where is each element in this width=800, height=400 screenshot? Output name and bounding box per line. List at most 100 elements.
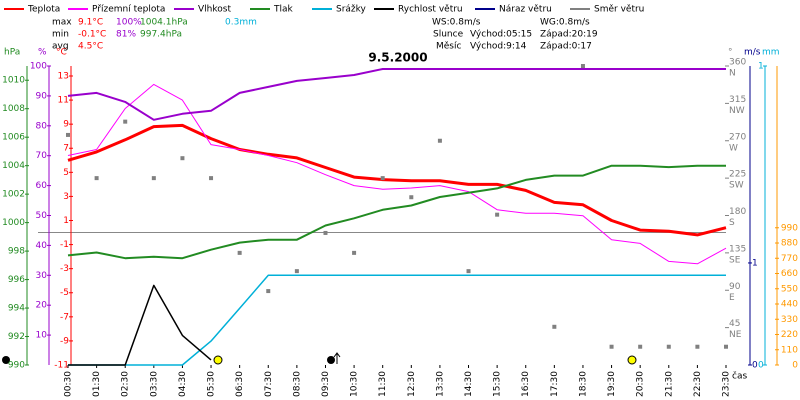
y-tick-label: -3 [60, 264, 69, 274]
y-tick-label: 270 [729, 132, 746, 142]
direction-point [495, 212, 500, 217]
info-moonset: Západ:0:17 [540, 42, 592, 52]
y-tick-label: 11 [58, 96, 69, 106]
direction-point [123, 119, 128, 124]
direction-point [266, 289, 271, 294]
info-wg: WG:0.8m/s [540, 18, 590, 28]
x-tick-label: 18:30 [578, 371, 588, 397]
y-tick-label: -11 [54, 361, 69, 371]
x-tick-label: 02:30 [121, 371, 131, 397]
moon-icon [2, 356, 10, 364]
y-tick-label: 660 [781, 269, 798, 279]
y-tick-label: 40 [36, 241, 48, 251]
y-tick-label: 360 [729, 58, 746, 68]
stat-value: 1004.1hPa [140, 18, 188, 28]
y-tick-label: 770 [781, 254, 798, 264]
y-tick-label: 45 [729, 319, 740, 329]
y-tick-label: 5 [63, 168, 69, 178]
y-tick-label: 30 [36, 271, 48, 281]
y-tick-label: -1 [60, 240, 69, 250]
compass-label: W [729, 143, 738, 153]
y-tick-label: 1010 [2, 76, 25, 86]
y-tick-label: 990 [8, 361, 25, 371]
y-tick-label: 992 [8, 332, 25, 342]
y-tick-label: 0 [792, 361, 798, 371]
moon-arrow [333, 352, 341, 364]
series-line [68, 284, 212, 366]
compass-label: SW [729, 181, 744, 191]
direction-point [94, 176, 99, 181]
series-line [67, 83, 727, 265]
x-tick-label: 13:30 [435, 371, 445, 397]
y-tick-label: 20 [36, 301, 48, 311]
axis-unit: m/s [744, 48, 761, 58]
y-tick-label: 9 [63, 120, 69, 130]
direction-point [437, 138, 442, 143]
compass-label: SE [729, 255, 741, 265]
stat-value: 81% [116, 30, 136, 40]
y-tick-label: 1006 [2, 133, 25, 143]
x-axis-label: čas [732, 371, 747, 382]
stat-value: 997.4hPa [140, 30, 182, 40]
y-tick-label: 70 [36, 151, 48, 161]
direction-point [352, 250, 357, 255]
stat-value: min [52, 30, 69, 40]
y-tick-label: 220 [781, 330, 798, 340]
x-tick-label: 11:30 [378, 371, 388, 397]
y-tick-label: -7 [60, 312, 69, 322]
x-tick-label: 03:30 [149, 371, 159, 397]
y-tick-label: 1008 [2, 104, 25, 114]
compass-label: E [729, 293, 735, 303]
x-tick-label: 19:30 [607, 371, 617, 397]
x-tick-label: 07:30 [264, 371, 274, 397]
x-tick-label: 22:30 [693, 371, 703, 397]
stat-value: 4.5°C [78, 42, 103, 52]
direction-point [552, 324, 557, 329]
y-tick-label: 13 [58, 71, 69, 81]
y-tick-label: 180 [729, 207, 746, 217]
series-line [67, 68, 726, 121]
y-tick-label: 50 [36, 211, 48, 221]
stat-value: max [52, 18, 72, 28]
stat-value: 0.3mm [225, 18, 257, 28]
y-tick-label: 998 [8, 247, 25, 257]
info-moon: Měsíc [436, 42, 461, 52]
x-tick-label: 12:30 [407, 371, 417, 397]
direction-point [666, 344, 671, 349]
legend-label: Přízemní teplota [92, 5, 165, 15]
stat-value: 9.1°C [78, 18, 103, 28]
y-tick-label: 100 [30, 62, 47, 72]
y-tick-label: 10 [36, 331, 48, 341]
y-tick-label: 330 [781, 315, 798, 325]
legend-label: Směr větru [594, 5, 644, 15]
y-tick-label: 0 [758, 361, 764, 371]
direction-point [580, 64, 585, 68]
x-tick-label: 05:30 [207, 371, 217, 397]
direction-point [237, 250, 242, 255]
axis-unit: hPa [4, 48, 20, 58]
y-tick-label: 0 [752, 361, 758, 371]
legend-label: Teplota [27, 5, 60, 15]
x-tick-label: 08:30 [292, 371, 302, 397]
info-sunrise: Východ:05:15 [470, 30, 532, 40]
axis-unit: % [38, 48, 47, 58]
y-tick-label: 7 [63, 144, 69, 154]
x-tick-label: 17:30 [550, 371, 560, 397]
info-sunset: Západ:20:19 [540, 30, 598, 40]
direction-point [180, 156, 185, 161]
y-tick-label: 994 [8, 304, 25, 314]
direction-point [151, 176, 156, 181]
y-tick-label: 315 [729, 95, 746, 105]
info-sun: Slunce [433, 30, 464, 40]
sun-icon [213, 355, 223, 365]
moon-icon [327, 356, 335, 364]
y-tick-label: 1000 [2, 218, 25, 228]
compass-label: S [729, 218, 735, 228]
info-ws: WS:0.8m/s [432, 18, 481, 28]
y-tick-label: 1002 [2, 190, 25, 200]
stat-value: avg [52, 42, 69, 52]
x-tick-label: 10:30 [350, 371, 360, 397]
direction-point [409, 195, 414, 200]
